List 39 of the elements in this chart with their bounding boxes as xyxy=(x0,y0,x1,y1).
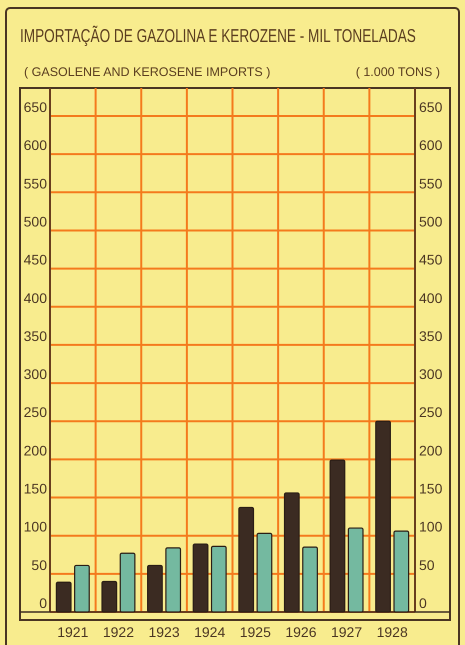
x-tick-label: 1928 xyxy=(376,624,408,640)
y2-tick-label: 50 xyxy=(419,556,435,573)
y2-tick-label: 0 xyxy=(419,595,427,611)
chart-title: IMPORTAÇÃO DE GAZOLINA E KEROZENE - MIL TONELADAS xyxy=(20,24,416,47)
x-tick-label: 1922 xyxy=(102,624,134,640)
y2-tick-label: 400 xyxy=(419,290,443,306)
y-tick-label: 650 xyxy=(24,99,48,115)
y-tick-label: 50 xyxy=(31,556,48,573)
y-tick-label: 300 xyxy=(24,366,48,382)
x-tick-label: 1926 xyxy=(285,624,317,640)
y-tick-label: 600 xyxy=(24,137,48,154)
y-tick-label: 500 xyxy=(24,213,48,230)
y2-tick-label: 550 xyxy=(419,175,443,192)
y-tick-label: 200 xyxy=(24,442,48,458)
y2-tick-label: 250 xyxy=(419,404,443,420)
y2-tick-label: 200 xyxy=(419,442,443,458)
y2-tick-label: 100 xyxy=(419,518,443,535)
y-tick-label: 400 xyxy=(24,290,48,306)
y2-tick-label: 600 xyxy=(419,137,443,154)
x-tick-label: 1927 xyxy=(330,624,362,640)
y2-tick-label: 150 xyxy=(419,480,443,497)
x-tick-label: 1921 xyxy=(57,624,89,640)
x-tick-label: 1924 xyxy=(194,624,226,640)
y-tick-label: 450 xyxy=(24,252,48,268)
y2-tick-label: 350 xyxy=(419,328,443,344)
y2-tick-label: 500 xyxy=(419,213,443,230)
x-tick-label: 1925 xyxy=(240,624,272,640)
text: ( 1.000 TONS ) xyxy=(356,65,440,79)
x-tick-label: 1923 xyxy=(148,624,180,640)
y-tick-label: 350 xyxy=(24,328,48,344)
y2-tick-label: 650 xyxy=(419,99,443,115)
y-tick-label: 0 xyxy=(39,595,48,611)
y-tick-label: 550 xyxy=(24,175,48,192)
y-tick-label: 100 xyxy=(24,518,48,535)
chart-subtitle: ( GASOLENE AND KEROSENE IMPORTS ) xyxy=(24,65,270,79)
y2-tick-label: 450 xyxy=(419,252,443,268)
y-tick-label: 150 xyxy=(24,480,48,497)
y2-tick-label: 300 xyxy=(419,366,443,382)
y-tick-label: 250 xyxy=(24,404,48,420)
